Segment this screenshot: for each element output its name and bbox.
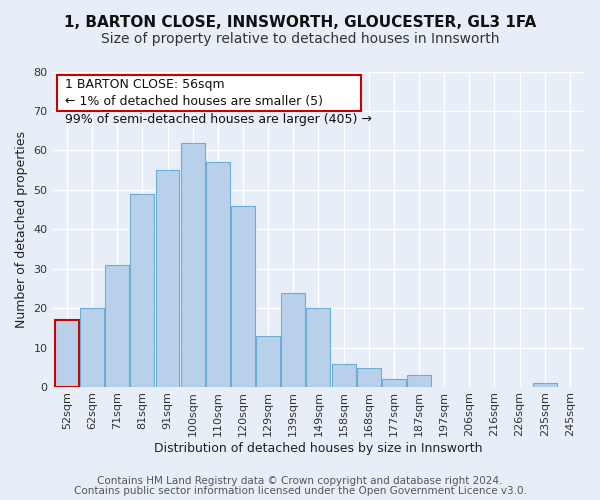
Y-axis label: Number of detached properties: Number of detached properties — [15, 131, 28, 328]
Text: Contains HM Land Registry data © Crown copyright and database right 2024.: Contains HM Land Registry data © Crown c… — [97, 476, 503, 486]
Bar — [407, 376, 431, 388]
Bar — [155, 170, 179, 388]
Bar — [231, 206, 255, 388]
Bar — [206, 162, 230, 388]
Bar — [533, 384, 557, 388]
Bar — [181, 142, 205, 388]
Bar — [382, 380, 406, 388]
Bar — [256, 336, 280, 388]
Text: Size of property relative to detached houses in Innsworth: Size of property relative to detached ho… — [101, 32, 499, 46]
Bar — [80, 308, 104, 388]
X-axis label: Distribution of detached houses by size in Innsworth: Distribution of detached houses by size … — [154, 442, 482, 455]
Bar — [55, 320, 79, 388]
Bar — [130, 194, 154, 388]
Bar — [332, 364, 356, 388]
Bar — [281, 292, 305, 388]
FancyBboxPatch shape — [57, 74, 361, 111]
Bar — [105, 265, 129, 388]
Text: 1, BARTON CLOSE, INNSWORTH, GLOUCESTER, GL3 1FA: 1, BARTON CLOSE, INNSWORTH, GLOUCESTER, … — [64, 15, 536, 30]
Bar — [307, 308, 331, 388]
Text: Contains public sector information licensed under the Open Government Licence v3: Contains public sector information licen… — [74, 486, 526, 496]
Bar — [357, 368, 380, 388]
Text: 1 BARTON CLOSE: 56sqm
← 1% of detached houses are smaller (5)
99% of semi-detach: 1 BARTON CLOSE: 56sqm ← 1% of detached h… — [65, 78, 372, 126]
